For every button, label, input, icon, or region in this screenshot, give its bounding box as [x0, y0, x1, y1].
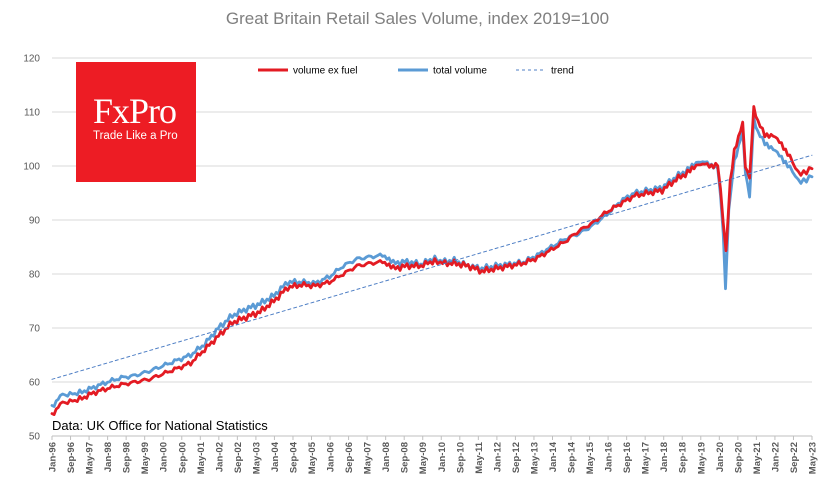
y-tick-label: 60 [29, 378, 41, 389]
y-tick-label: 100 [23, 162, 40, 173]
x-tick-label: Jan-04 [270, 441, 281, 472]
y-axis: 50 60 70 80 90 100 110 120 [23, 54, 40, 443]
chart-title: Great Britain Retail Sales Volume, index… [225, 9, 610, 28]
x-tick-label: May-11 [474, 441, 485, 473]
legend-label: total volume [433, 66, 487, 77]
x-tick-label: Jan-06 [326, 442, 337, 472]
x-tick-label: Sep-08 [400, 442, 411, 473]
x-tick-label: May-13 [529, 442, 540, 474]
x-tick-label: Sep-00 [177, 442, 188, 473]
x-tick-label: Jan-12 [492, 442, 503, 472]
y-tick-label: 90 [29, 216, 41, 227]
y-tick-label: 50 [29, 432, 41, 443]
y-tick-label: 70 [29, 324, 41, 335]
x-tick-label: May-23 [808, 442, 819, 474]
source-note: Data: UK Office for National Statistics [52, 418, 268, 433]
x-tick-label: Sep-22 [789, 442, 800, 473]
x-tick-label: May-05 [307, 441, 318, 474]
legend-label: volume ex fuel [293, 66, 357, 77]
x-tick-label: May-07 [363, 442, 374, 474]
x-tick-label: May-15 [585, 441, 596, 474]
x-tick-label: Jan-00 [159, 442, 170, 472]
x-tick-label: Sep-16 [622, 442, 633, 473]
x-tick-label: Sep-18 [678, 442, 689, 473]
x-tick-label: Sep-10 [455, 442, 466, 473]
x-tick-label: Jan-08 [381, 442, 392, 472]
x-tick-label: Jan-18 [659, 442, 670, 472]
y-tick-label: 80 [29, 270, 41, 281]
x-tick-label: Jan-02 [214, 442, 225, 472]
y-tick-label: 110 [24, 108, 40, 119]
x-axis: Jan-96 Sep-96 May-97 Jan-98 Sep-98 May-99 Jan-… [48, 435, 819, 474]
series-line-trend [51, 154, 813, 380]
x-tick-label: May-97 [85, 442, 96, 474]
x-tick-label: May-09 [418, 442, 429, 474]
x-tick-label: Sep-20 [733, 442, 744, 473]
x-tick-label: May-03 [251, 442, 262, 474]
legend-label: trend [551, 66, 574, 77]
x-tick-label: May-19 [696, 442, 707, 474]
x-tick-label: May-01 [196, 441, 207, 474]
x-tick-label: Sep-12 [511, 442, 522, 473]
x-tick-label: Jan-20 [715, 442, 726, 472]
series-lines [50, 105, 814, 416]
legend: volume ex fuel total volume trend [258, 66, 574, 77]
logo-brand: FxPro [93, 91, 177, 131]
x-tick-label: Sep-02 [233, 442, 244, 473]
logo-tagline: Trade Like a Pro [93, 130, 178, 142]
y-tick-label: 120 [23, 54, 40, 65]
x-tick-label: Jan-96 [48, 442, 59, 472]
x-tick-label: Sep-04 [288, 441, 299, 473]
x-tick-label: Sep-06 [344, 442, 355, 473]
x-tick-label: May-21 [752, 441, 763, 474]
x-tick-label: Jan-14 [548, 441, 559, 472]
x-tick-label: Sep-14 [567, 441, 578, 473]
series-line-volume-ex-fuel [50, 105, 814, 416]
fxpro-logo: FxPro Trade Like a Pro [76, 62, 196, 182]
x-tick-label: Jan-98 [103, 442, 114, 472]
x-tick-label: Jan-22 [770, 442, 781, 472]
x-tick-label: Jan-10 [437, 442, 448, 472]
x-tick-label: May-17 [641, 442, 652, 474]
x-tick-label: Sep-98 [122, 442, 133, 473]
x-tick-label: Sep-96 [66, 442, 77, 473]
x-tick-label: Jan-16 [604, 442, 615, 472]
x-tick-label: May-99 [140, 442, 151, 474]
